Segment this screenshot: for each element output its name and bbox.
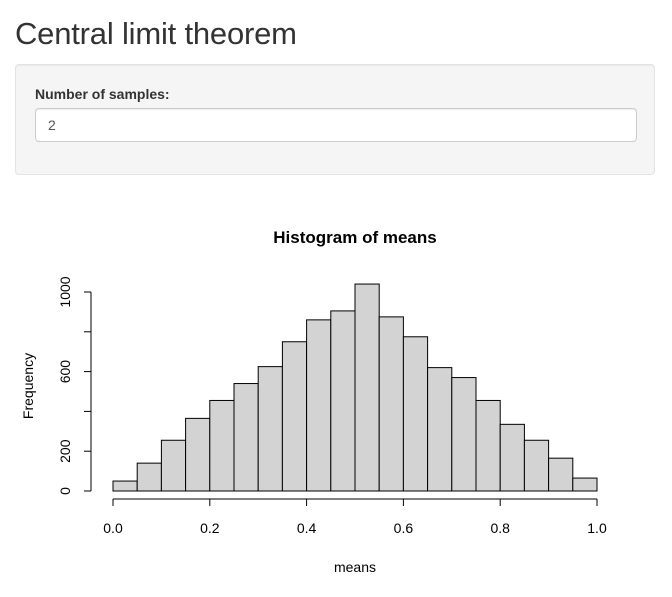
histogram-bar bbox=[475, 399, 501, 492]
page-title: Central limit theorem bbox=[15, 16, 297, 51]
histogram-plot: Histogram of means 0.0 0.2 0.4 0.6 0.8 1.0 0 2… bbox=[20, 228, 607, 575]
histogram-bar bbox=[281, 341, 308, 492]
histogram-bar bbox=[233, 383, 259, 492]
histogram-bar bbox=[160, 439, 187, 492]
histogram-bar bbox=[523, 439, 550, 492]
y-axis-label: Frequency bbox=[20, 353, 36, 419]
samples-label: Number of samples: bbox=[35, 86, 170, 102]
x-tick-label: 0.4 bbox=[297, 520, 317, 536]
histogram-bar bbox=[354, 283, 380, 492]
sidebar-panel: Number of samples: bbox=[15, 64, 655, 175]
histogram-bar bbox=[257, 366, 283, 492]
histogram-bar bbox=[378, 316, 404, 492]
y-axis: 0 200 600 1000 bbox=[57, 276, 92, 495]
y-tick-label: 200 bbox=[57, 439, 73, 463]
x-axis-label: means bbox=[334, 559, 376, 575]
histogram-bar bbox=[427, 367, 453, 492]
histogram-bar bbox=[306, 319, 332, 492]
y-tick-label: 0 bbox=[57, 487, 73, 495]
histogram-bar bbox=[330, 310, 356, 492]
x-tick-label: 0.8 bbox=[490, 520, 510, 536]
x-axis: 0.0 0.2 0.4 0.6 0.8 1.0 bbox=[103, 498, 607, 536]
histogram-bar bbox=[451, 377, 477, 492]
histogram-bar bbox=[209, 399, 235, 492]
histogram-bar bbox=[572, 477, 598, 492]
chart-title: Histogram of means bbox=[273, 228, 436, 247]
x-tick-label: 0.0 bbox=[103, 520, 123, 536]
histogram-bar bbox=[112, 480, 138, 492]
y-tick-label: 1000 bbox=[57, 276, 73, 307]
histogram-bar bbox=[402, 336, 429, 492]
y-tick-label: 600 bbox=[57, 360, 73, 384]
samples-input[interactable] bbox=[35, 108, 637, 142]
histogram-bars bbox=[112, 283, 598, 492]
histogram-bar bbox=[499, 423, 525, 492]
histogram-bar bbox=[136, 462, 162, 492]
histogram-bar bbox=[185, 417, 211, 492]
histogram-bar bbox=[548, 457, 574, 492]
x-tick-label: 1.0 bbox=[587, 520, 607, 536]
x-tick-label: 0.6 bbox=[394, 520, 414, 536]
x-tick-label: 0.2 bbox=[200, 520, 220, 536]
